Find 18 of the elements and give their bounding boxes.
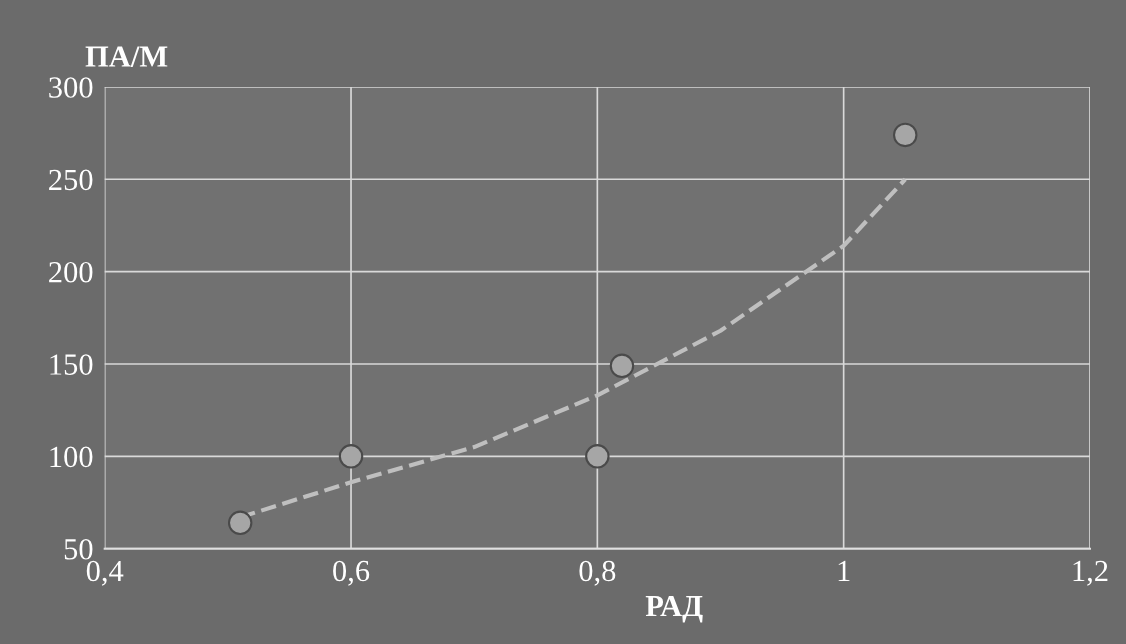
y-tick-label: 50 xyxy=(64,538,93,560)
x-tick-label: 1,2 xyxy=(1073,560,1108,586)
x-tick-label: 0,4 xyxy=(86,560,124,586)
x-tick-label: 0,8 xyxy=(579,560,616,586)
point xyxy=(609,353,635,379)
x-tick-label: 1 xyxy=(838,560,850,581)
y-tick-label: 250 xyxy=(49,169,93,191)
point xyxy=(338,444,364,469)
y-tick-label: 100 xyxy=(50,446,93,468)
point xyxy=(893,122,918,148)
x-axis-title: РАД xyxy=(645,595,703,623)
point xyxy=(585,444,610,469)
point xyxy=(227,510,253,536)
y-tick-label: 150 xyxy=(50,354,93,375)
y-tick-label: 200 xyxy=(49,261,93,283)
y-axis-title: ПА/М xyxy=(85,46,168,67)
y-tick-label: 300 xyxy=(49,77,93,98)
x-tick-label: 0,6 xyxy=(333,560,370,586)
